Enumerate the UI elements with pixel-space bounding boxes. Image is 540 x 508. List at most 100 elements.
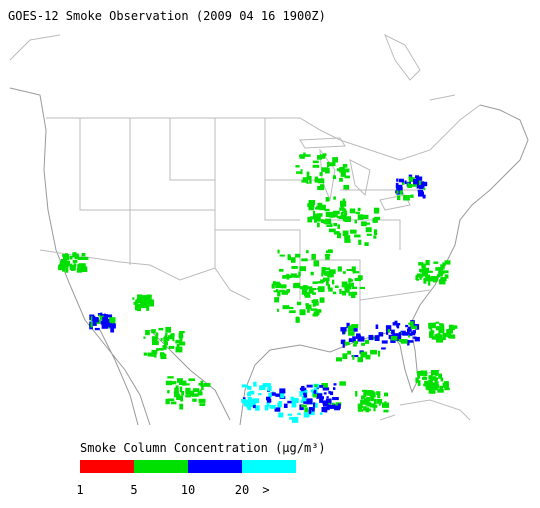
smoke-patch (319, 397, 323, 403)
smoke-patch (376, 399, 383, 404)
smoke-patch (354, 219, 357, 224)
smoke-patch (323, 267, 331, 271)
smoke-patch (176, 344, 180, 349)
smoke-patch (424, 380, 431, 385)
smoke-patch (313, 260, 318, 267)
smoke-patch (174, 391, 179, 398)
smoke-patch (69, 255, 73, 260)
smoke-patch (264, 404, 269, 411)
smoke-patch (435, 321, 440, 324)
smoke-patch (360, 399, 363, 405)
smoke-patch (287, 275, 292, 279)
smoke-patch (305, 304, 312, 310)
smoke-patch (310, 389, 317, 393)
smoke-patch (309, 179, 312, 184)
smoke-patch (299, 286, 306, 290)
smoke-patch (337, 224, 340, 229)
smoke-patch (343, 184, 350, 190)
smoke-patch (310, 308, 318, 311)
smoke-patch (419, 268, 426, 273)
smoke-patch (328, 390, 331, 394)
smoke-patch (423, 371, 428, 377)
smoke-patch (308, 407, 315, 411)
smoke-patch (252, 398, 260, 404)
smoke-patch (317, 155, 322, 160)
smoke-patch (415, 275, 418, 281)
smoke-patch (418, 180, 421, 185)
smoke-patch (407, 182, 410, 189)
smoke-patch (65, 268, 69, 273)
smoke-patch (359, 286, 365, 289)
smoke-patch (374, 207, 380, 214)
smoke-patch (332, 279, 335, 285)
smoke-patch (203, 383, 211, 387)
smoke-patch (428, 388, 433, 394)
smoke-patch (296, 171, 303, 174)
smoke-patch (241, 399, 247, 403)
smoke-patch (318, 281, 324, 284)
smoke-patch (312, 164, 320, 168)
smoke-patch (185, 391, 191, 395)
smoke-patch (407, 340, 414, 343)
smoke-patch (313, 402, 316, 408)
smoke-patch (316, 205, 322, 210)
smoke-patch (396, 325, 399, 328)
smoke-patch (348, 332, 355, 336)
smoke-patch (326, 197, 330, 202)
smoke-patch (306, 286, 313, 289)
smoke-patch (429, 336, 434, 339)
smoke-patch (291, 266, 298, 269)
smoke-patch (384, 401, 387, 405)
smoke-patch (301, 258, 308, 262)
smoke-patch (336, 357, 343, 362)
smoke-patch (355, 211, 360, 215)
smoke-patch (344, 216, 351, 222)
smoke-patch (418, 181, 425, 187)
smoke-patch (415, 377, 419, 383)
smoke-patch (430, 389, 436, 394)
smoke-patch (303, 292, 310, 297)
smoke-patch (147, 299, 154, 303)
smoke-patch (309, 410, 315, 416)
smoke-patch (328, 402, 331, 405)
smoke-patch (312, 301, 316, 307)
smoke-patch (373, 229, 378, 236)
smoke-patch (432, 386, 438, 391)
smoke-patch (156, 348, 159, 352)
smoke-patch (283, 403, 288, 408)
smoke-patch (337, 232, 341, 239)
smoke-patch (450, 325, 458, 329)
smoke-patch (332, 291, 337, 295)
smoke-patch (384, 392, 388, 397)
smoke-patch (415, 175, 419, 179)
smoke-patch (317, 213, 323, 217)
smoke-patch (385, 325, 392, 331)
smoke-patch (343, 212, 348, 216)
smoke-patch (143, 336, 146, 339)
smoke-patch (357, 214, 364, 220)
smoke-patch (431, 382, 439, 387)
smoke-patch (442, 262, 446, 267)
smoke-patch (306, 181, 309, 184)
smoke-patch (348, 278, 351, 284)
smoke-patch (295, 275, 300, 278)
smoke-patch (431, 377, 438, 381)
smoke-patch (289, 416, 292, 420)
smoke-patch (348, 291, 351, 296)
smoke-patch (143, 352, 147, 356)
smoke-patch (287, 306, 294, 310)
smoke-patch (285, 275, 288, 278)
smoke-patch (151, 329, 156, 334)
smoke-patch (319, 412, 323, 415)
smoke-patch (146, 305, 150, 311)
smoke-patch (334, 285, 339, 288)
smoke-patch (339, 207, 345, 211)
smoke-patch (364, 222, 371, 225)
smoke-patch (69, 264, 75, 268)
legend-swatch (134, 460, 188, 473)
smoke-patch (369, 390, 372, 395)
smoke-patch (317, 185, 322, 191)
smoke-patch (333, 222, 338, 227)
smoke-patch (98, 314, 101, 317)
smoke-patch (291, 401, 297, 408)
